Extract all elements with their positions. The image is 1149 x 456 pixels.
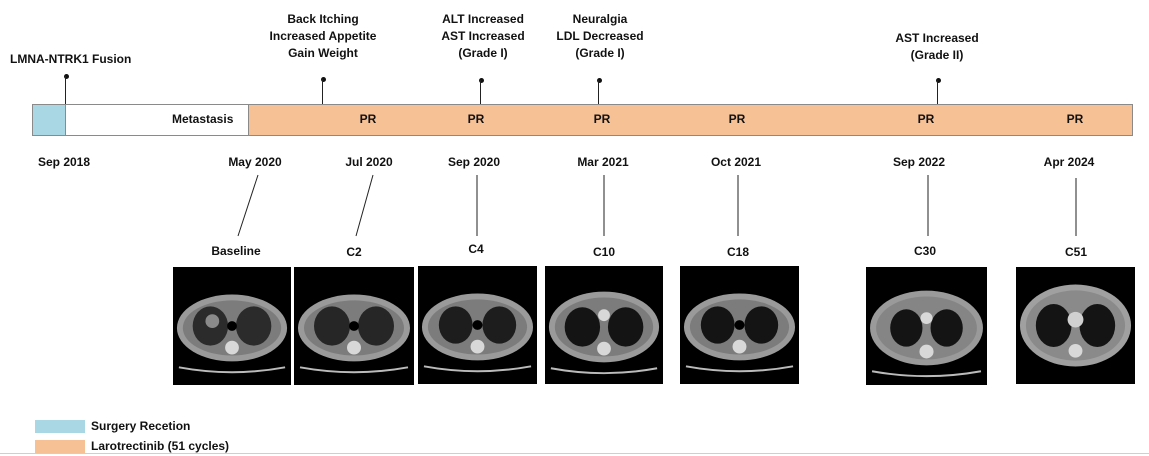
event-marker-line [480,80,481,104]
date-label: May 2020 [228,155,282,169]
event-marker-line [322,79,323,104]
connector-line [237,174,259,237]
legend-swatch-surgery [35,420,85,433]
larotrectinib-segment [248,104,1133,136]
event-marker-dot [321,77,326,82]
ct-scan-image [545,266,663,384]
event-marker-dot [64,74,69,79]
response-label: PR [917,112,935,126]
cycle-label: C51 [1064,245,1088,259]
date-label: Mar 2021 [577,155,629,169]
event-annotation: Back Itching Increased Appetite Gain Wei… [270,11,377,62]
event-marker-dot [597,78,602,83]
event-line: AST Increased [441,29,525,43]
ct-scan-image [1016,267,1135,384]
date-label: Sep 2022 [892,155,946,169]
response-label: PR [467,112,485,126]
event-line: Neuralgia [572,12,628,26]
event-line: AST Increased [895,31,979,45]
cycle-label: C18 [726,245,750,259]
pre-treatment-segment [65,104,249,136]
cycle-label: Baseline [211,244,261,258]
date-label: Apr 2024 [1043,155,1095,169]
event-line: Gain Weight [288,46,358,60]
response-label: PR [359,112,377,126]
response-label: PR [728,112,746,126]
event-marker-line [937,80,938,104]
date-label: Oct 2021 [710,155,762,169]
cycle-label: C30 [913,244,937,258]
event-annotation: AST Increased (Grade II) [895,30,978,64]
event-annotation: ALT Increased AST Increased (Grade I) [441,11,524,62]
legend-label: Larotrectinib (51 cycles) [91,439,230,453]
ct-scan-image [173,267,291,385]
event-marker-line [65,76,66,104]
event-line: (Grade I) [458,46,508,60]
ct-scan-image [866,267,987,385]
ct-scan-image [418,266,537,384]
cycle-label: C2 [346,245,362,259]
event-annotation: Neuralgia LDL Decreased (Grade I) [556,11,643,62]
cycle-label: C4 [468,242,484,256]
event-line: (Grade I) [575,46,625,60]
surgery-segment [32,104,66,136]
date-label: Sep 2020 [447,155,501,169]
event-line: (Grade II) [910,48,964,62]
event-line: LDL Decreased [556,29,644,43]
event-marker-dot [479,78,484,83]
event-line: Back Itching [287,12,359,26]
ct-scan-image [680,266,799,384]
event-line: Increased Appetite [269,29,377,43]
response-label: PR [593,112,611,126]
bottom-divider [0,453,1149,454]
date-label: Sep 2018 [37,155,91,169]
legend-label: Surgery Recetion [91,419,191,433]
metastasis-label: Metastasis [172,112,234,126]
ct-scan-image [294,267,414,385]
response-label: PR [1066,112,1084,126]
event-line: ALT Increased [442,12,524,26]
event-marker-line [598,80,599,104]
event-marker-dot [936,78,941,83]
connector-line [355,174,374,237]
fusion-label: LMNA-NTRK1 Fusion [10,52,132,66]
cycle-label: C10 [592,245,616,259]
legend-swatch-larotrectinib [35,440,85,453]
date-label: Jul 2020 [345,155,393,169]
